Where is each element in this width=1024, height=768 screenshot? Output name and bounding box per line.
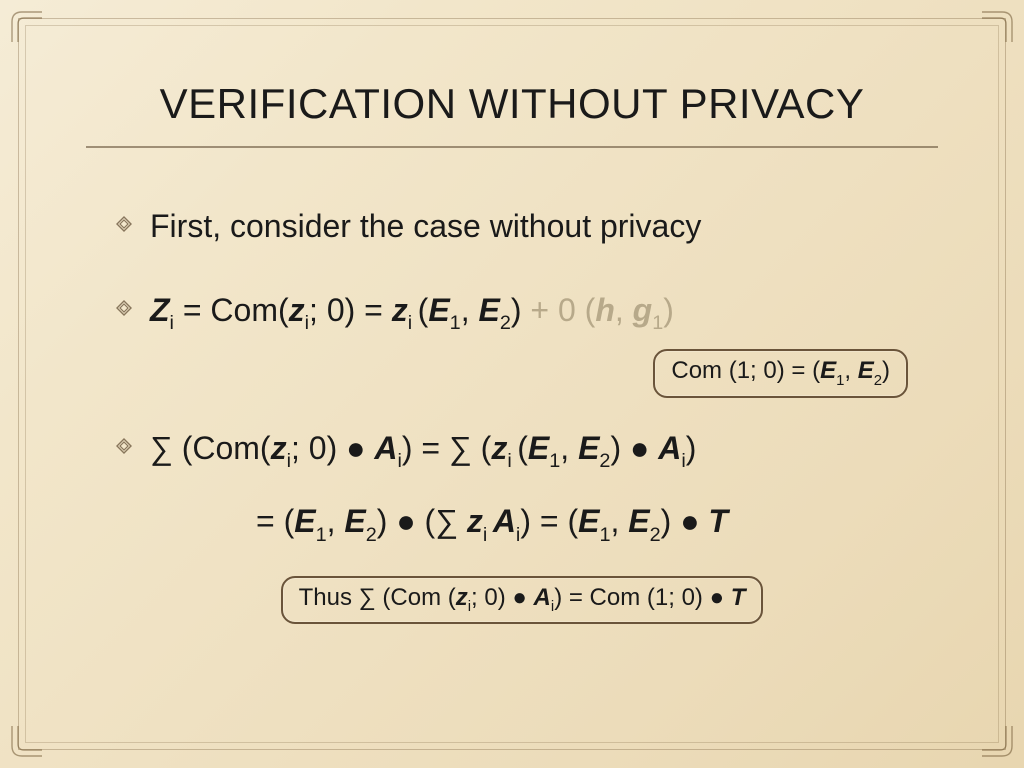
corner-ornament-icon [980,724,1014,758]
equation-continuation: = (E1, E2) ● (∑ zi Ai) = (E1, E2) ● T [256,503,928,545]
bullet-icon [116,438,132,454]
side-note-box: Com (1; 0) = (E1, E2) [653,349,908,398]
side-note-row: Com (1; 0) = (E1, E2) [116,349,928,398]
corner-ornament-icon [10,10,44,44]
bullet-icon [116,216,132,232]
bullet-1-text: First, consider the case without privacy [150,206,701,246]
slide: VERIFICATION WITHOUT PRIVACY First, cons… [0,0,1024,768]
slide-title: VERIFICATION WITHOUT PRIVACY [46,80,978,128]
slide-content: First, consider the case without privacy… [46,148,978,624]
title-divider [86,146,938,148]
bullet-2-equation: Zi = Com(zi; 0) = zi (E1, E2) + 0 (h, g1… [150,290,674,335]
final-note-row: Thus ∑ (Com (zi; 0) ● Ai) = Com (1; 0) ●… [116,576,928,625]
bullet-2: Zi = Com(zi; 0) = zi (E1, E2) + 0 (h, g1… [116,290,928,335]
bullet-3: ∑ (Com(zi; 0) ● Ai) = ∑ (zi (E1, E2) ● A… [116,428,928,473]
bullet-icon [116,300,132,316]
bullet-1: First, consider the case without privacy [116,206,928,246]
corner-ornament-icon [980,10,1014,44]
bullet-3-equation: ∑ (Com(zi; 0) ● Ai) = ∑ (zi (E1, E2) ● A… [150,428,696,473]
final-note-box: Thus ∑ (Com (zi; 0) ● Ai) = Com (1; 0) ●… [281,576,764,625]
corner-ornament-icon [10,724,44,758]
